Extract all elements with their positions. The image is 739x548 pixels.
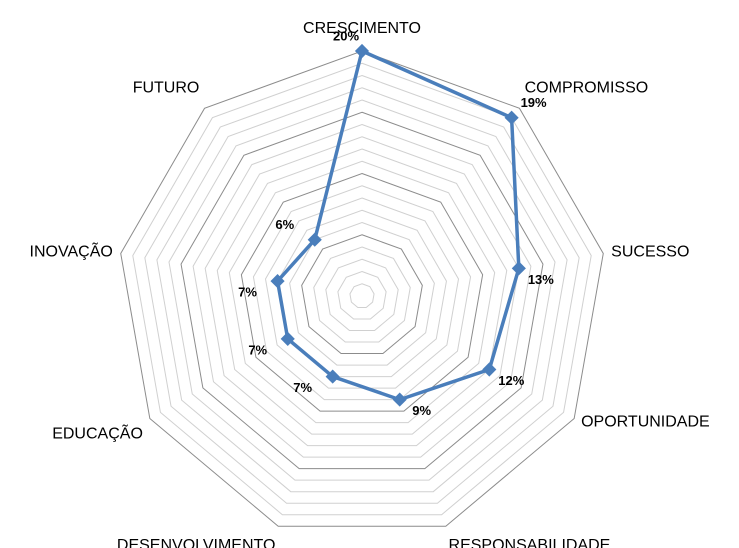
grid-ring: [289, 221, 435, 366]
category-label: SUCESSO: [611, 243, 689, 260]
data-point: [354, 43, 370, 59]
data-label: 7%: [238, 285, 257, 300]
grid-ring: [313, 246, 411, 343]
category-label: EDUCAÇÃO: [52, 423, 143, 443]
data-label: 13%: [528, 272, 554, 287]
category-label: FUTURO: [133, 79, 200, 96]
grid-ring: [204, 136, 520, 447]
grid-ring: [228, 160, 496, 424]
data-point: [482, 362, 497, 377]
grid-ring: [337, 270, 387, 320]
data-label: 7%: [293, 380, 312, 395]
data-point: [325, 369, 340, 384]
category-label: INOVAÇÃO: [30, 240, 113, 260]
data-point: [307, 232, 322, 247]
grid-ring: [120, 50, 604, 527]
grid-ring: [168, 99, 556, 481]
data-point: [511, 261, 526, 276]
category-label: COMPROMISSO: [525, 79, 649, 96]
data-label: 12%: [498, 373, 524, 388]
grid-ring: [277, 209, 447, 378]
series-line: [275, 49, 521, 402]
data-point: [280, 331, 295, 346]
grid-ring: [216, 148, 508, 435]
data-label: 20%: [333, 28, 359, 43]
grid-ring: [180, 111, 544, 470]
grid-ring: [144, 74, 580, 504]
data-point: [392, 392, 407, 407]
grid-ring: [264, 197, 460, 389]
data-point: [270, 274, 285, 289]
grid-ring: [156, 87, 568, 493]
grid-ring: [252, 185, 472, 401]
grid-ring: [132, 62, 592, 516]
data-label: 7%: [248, 342, 267, 357]
grid-ring: [301, 234, 423, 355]
data-label: 6%: [275, 217, 294, 232]
category-label: OPORTUNIDADE: [581, 414, 710, 431]
data-point: [504, 110, 519, 125]
grid-ring: [240, 172, 484, 412]
data-label: 19%: [521, 95, 547, 110]
category-label: RESPONSABILIDADE: [449, 537, 611, 548]
category-label: DESENVOLVIMENTO: [117, 537, 276, 548]
grid-ring: [192, 123, 532, 458]
category-label: CRESCIMENTO: [303, 20, 421, 37]
grid-ring: [349, 283, 375, 309]
data-label: 9%: [412, 403, 431, 418]
grid-ring: [325, 258, 399, 332]
